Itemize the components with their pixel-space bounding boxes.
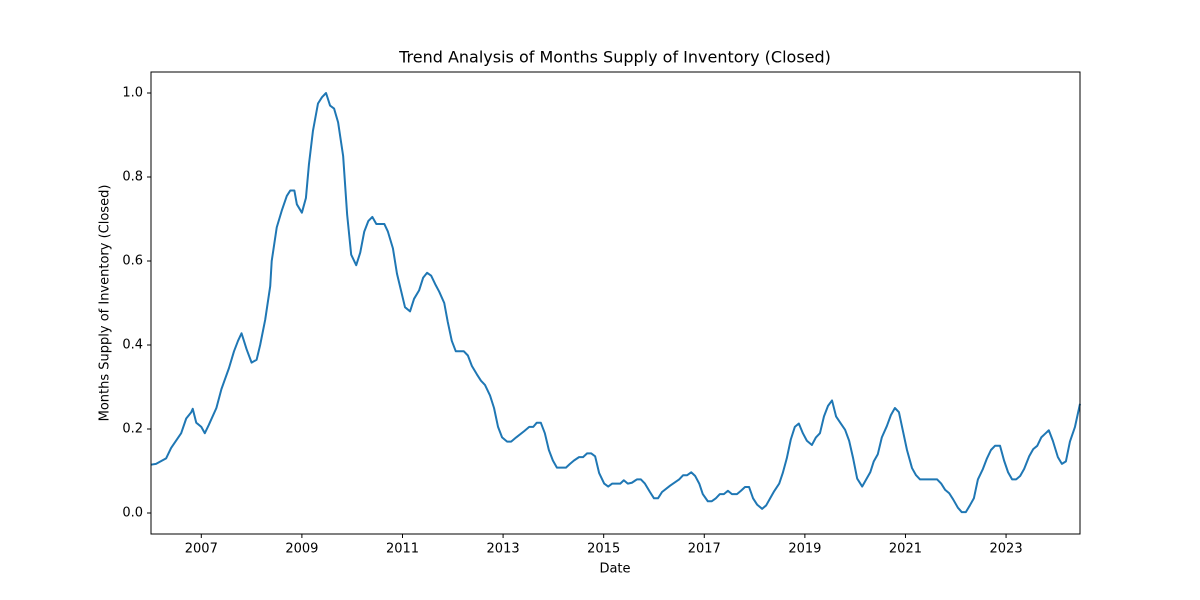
- x-tick-label: 2015: [587, 542, 620, 557]
- x-tick-label: 2009: [285, 542, 318, 557]
- x-tick-label: 2011: [386, 542, 419, 557]
- y-tick-label: 1.0: [122, 86, 143, 101]
- x-tick-label: 2023: [990, 542, 1023, 557]
- x-tick-label: 2017: [688, 542, 721, 557]
- y-tick-label: 0.4: [122, 338, 143, 353]
- chart-title: Trend Analysis of Months Supply of Inven…: [398, 48, 831, 67]
- y-tick-label: 0.8: [122, 170, 143, 185]
- plot-frame: [150, 71, 1081, 535]
- y-axis-label: Months Supply of Inventory (Closed): [98, 185, 113, 422]
- line-series: [150, 92, 1081, 514]
- x-tick-label: 2013: [487, 542, 520, 557]
- x-tick-label: 2019: [788, 542, 821, 557]
- x-axis-label: Date: [599, 562, 630, 577]
- y-tick-label: 0.6: [122, 254, 143, 269]
- y-tick-label: 0.0: [122, 506, 143, 521]
- x-tick-label: 2007: [185, 542, 218, 557]
- x-tick-label: 2021: [889, 542, 922, 557]
- y-tick-label: 0.2: [122, 422, 143, 437]
